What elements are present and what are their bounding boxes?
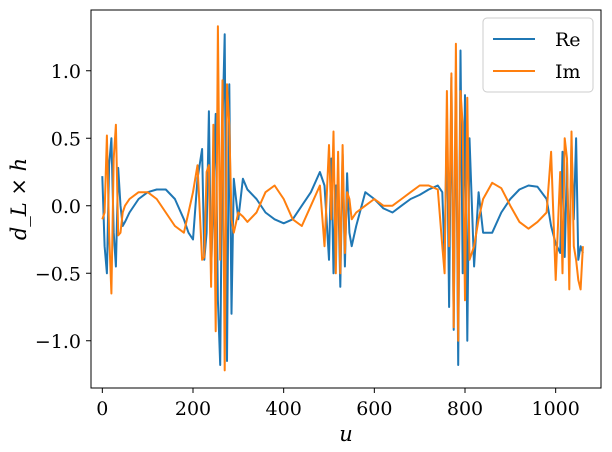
- y-axis-label: d_L × h: [7, 158, 31, 240]
- x-tick-label: 400: [266, 398, 302, 420]
- y-tick-label: −1.0: [35, 331, 81, 353]
- y-tick-label: 0.5: [51, 128, 81, 150]
- x-tick-label: 200: [175, 398, 211, 420]
- legend: Re Im: [482, 17, 594, 93]
- x-tick-label: 1000: [531, 398, 579, 420]
- legend-box: [482, 17, 594, 93]
- x-ticks: 0 200 400 600 800 1000: [96, 388, 580, 420]
- y-tick-label: 1.0: [51, 61, 81, 83]
- y-tick-label: −0.5: [35, 263, 81, 285]
- x-axis-label: u: [339, 422, 353, 446]
- x-tick-label: 0: [96, 398, 108, 420]
- y-tick-label: 0.0: [51, 196, 81, 218]
- x-tick-label: 800: [447, 398, 483, 420]
- plot-frame: [90, 9, 602, 389]
- legend-label-im: Im: [555, 61, 581, 83]
- x-tick-label: 600: [356, 398, 392, 420]
- series-layer: [101, 25, 584, 372]
- series-line-im: [101, 25, 584, 372]
- y-ticks: −1.0 −0.5 0.0 0.5 1.0: [35, 61, 91, 353]
- legend-label-re: Re: [555, 29, 581, 51]
